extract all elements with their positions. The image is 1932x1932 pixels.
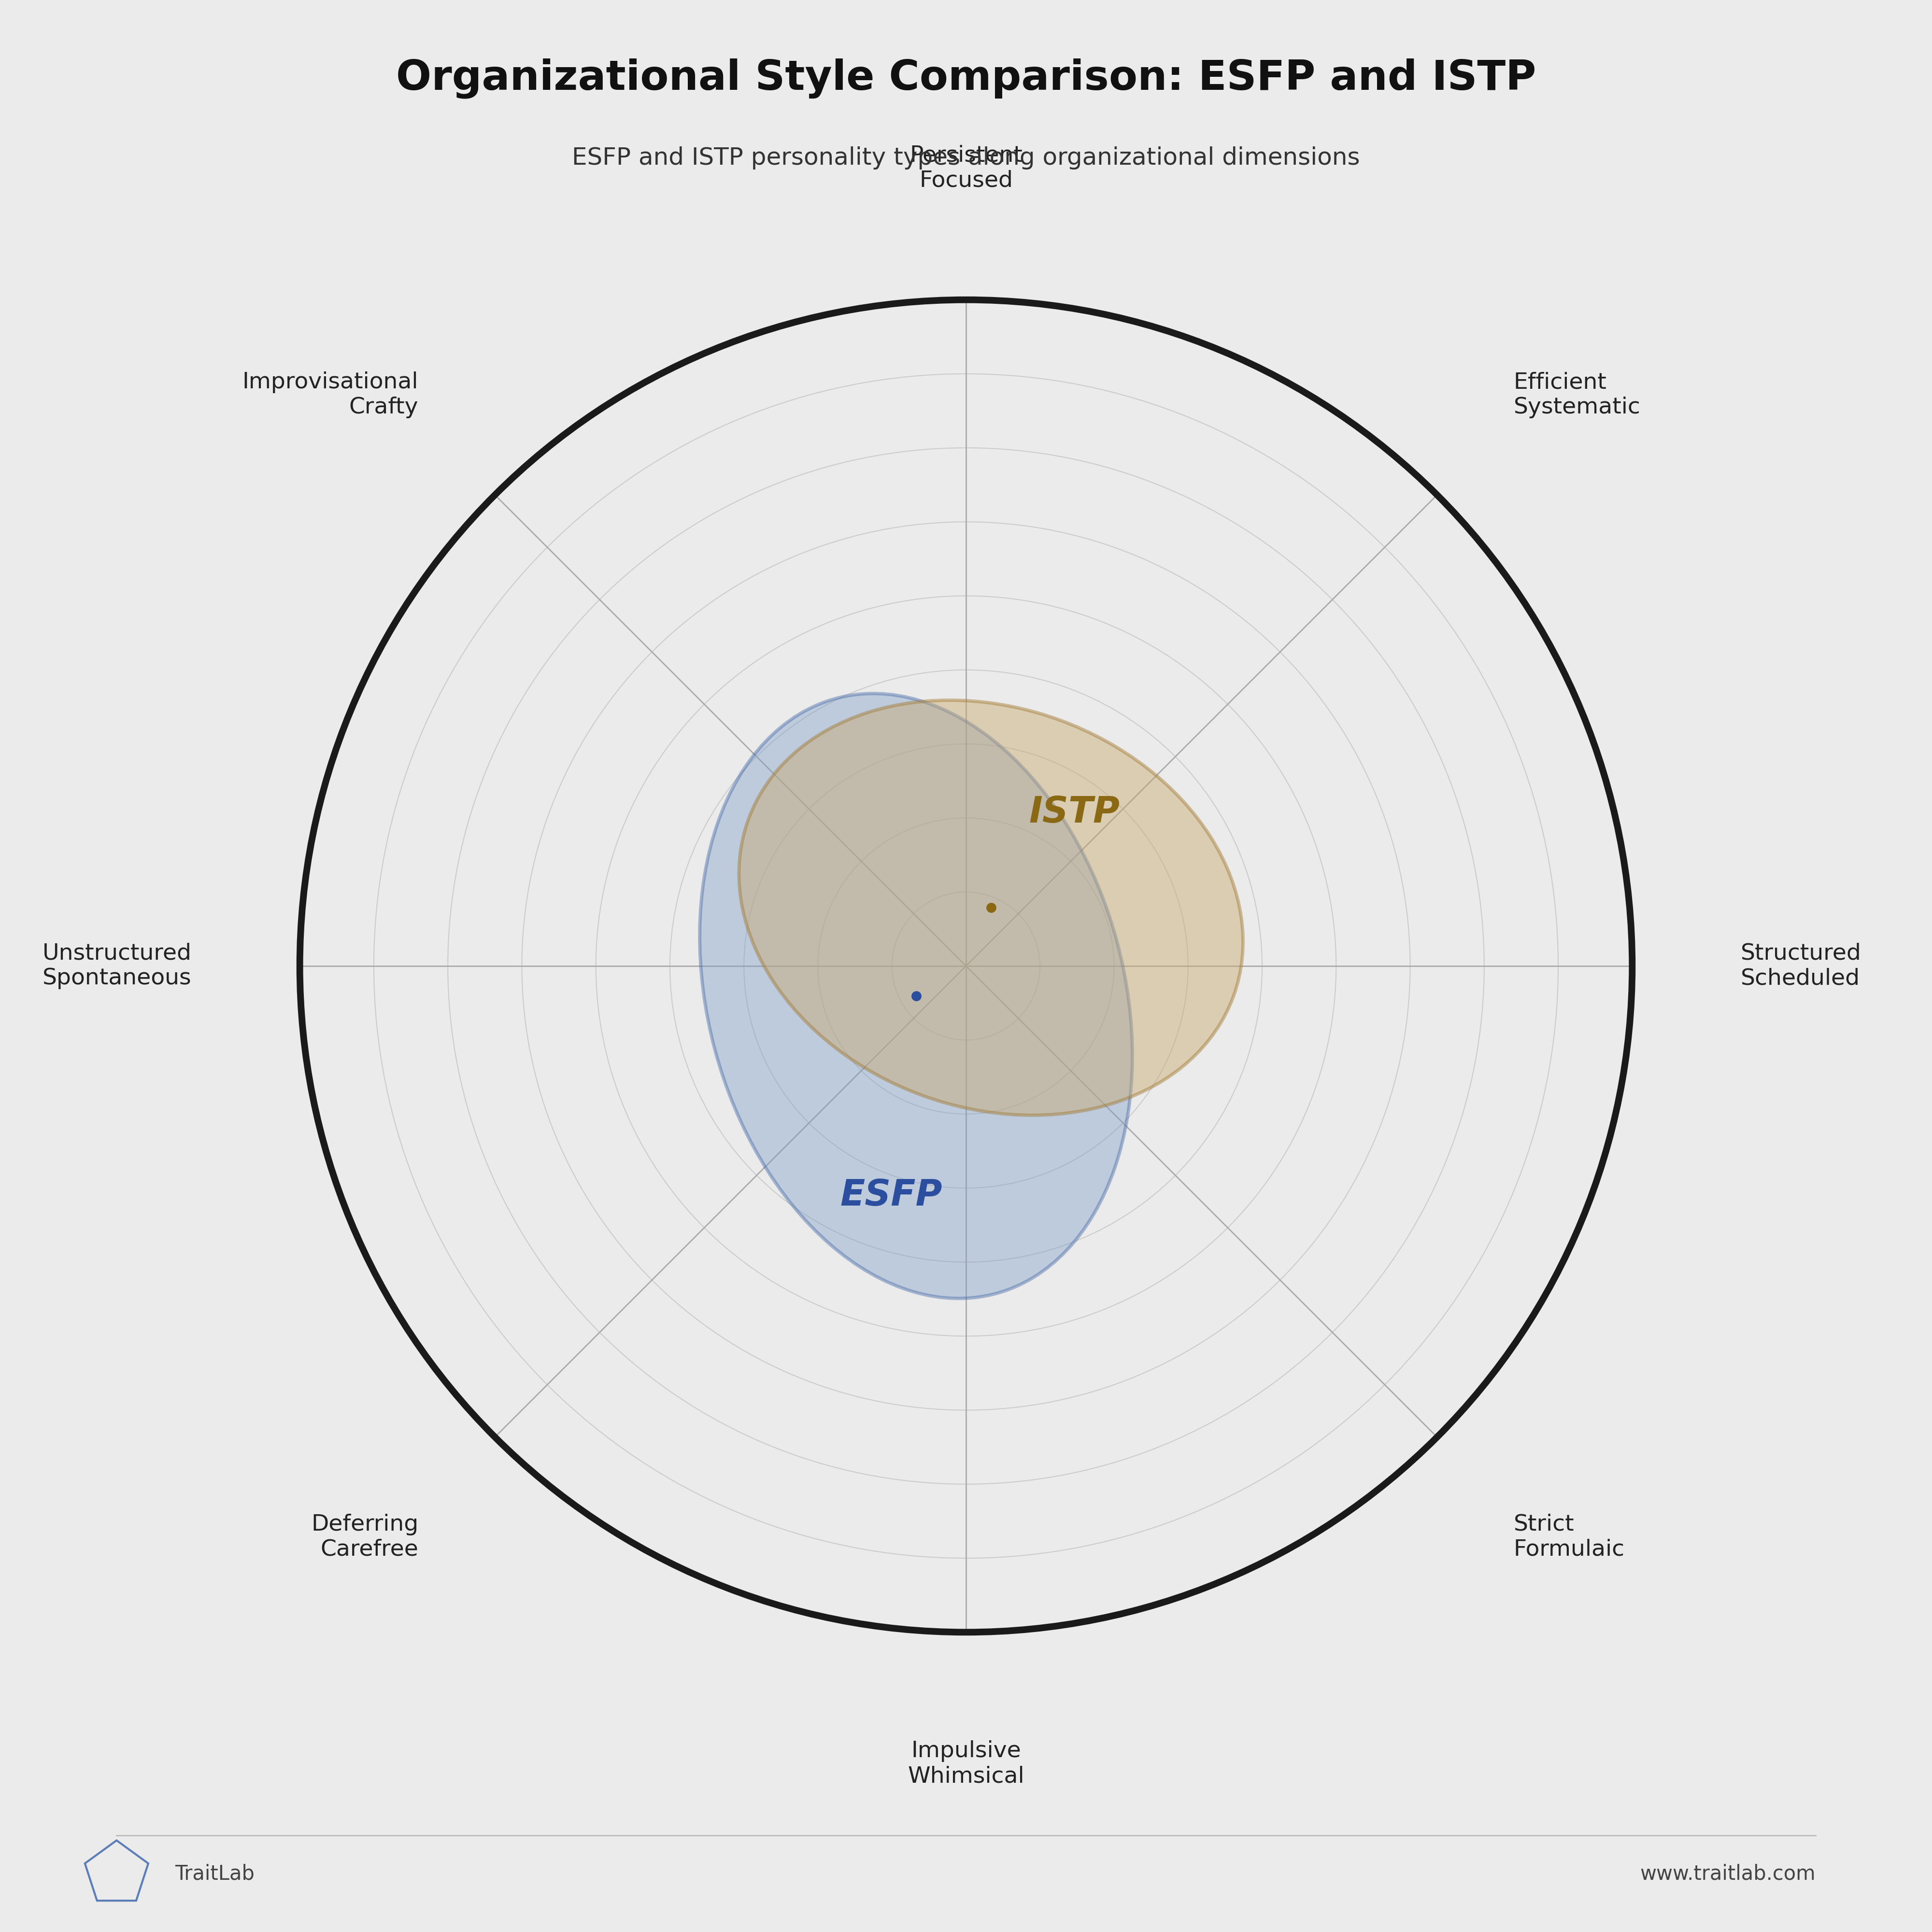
Ellipse shape <box>738 699 1242 1115</box>
Text: Impulsive
Whimsical: Impulsive Whimsical <box>908 1741 1024 1787</box>
Text: ISTP: ISTP <box>1030 796 1121 831</box>
Text: Strict
Formulaic: Strict Formulaic <box>1513 1513 1625 1561</box>
Text: Efficient
Systematic: Efficient Systematic <box>1513 371 1640 419</box>
Ellipse shape <box>699 694 1132 1298</box>
Text: Improvisational
Crafty: Improvisational Crafty <box>242 371 419 419</box>
Text: www.traitlab.com: www.traitlab.com <box>1640 1864 1816 1884</box>
Text: Organizational Style Comparison: ESFP and ISTP: Organizational Style Comparison: ESFP an… <box>396 58 1536 99</box>
Text: ESFP and ISTP personality types along organizational dimensions: ESFP and ISTP personality types along or… <box>572 147 1360 170</box>
Text: Structured
Scheduled: Structured Scheduled <box>1741 943 1861 989</box>
Text: Deferring
Carefree: Deferring Carefree <box>311 1513 419 1561</box>
Text: Unstructured
Spontaneous: Unstructured Spontaneous <box>43 943 191 989</box>
Text: TraitLab: TraitLab <box>176 1864 255 1884</box>
Text: ESFP: ESFP <box>840 1179 943 1213</box>
Text: Persistent
Focused: Persistent Focused <box>910 145 1022 191</box>
